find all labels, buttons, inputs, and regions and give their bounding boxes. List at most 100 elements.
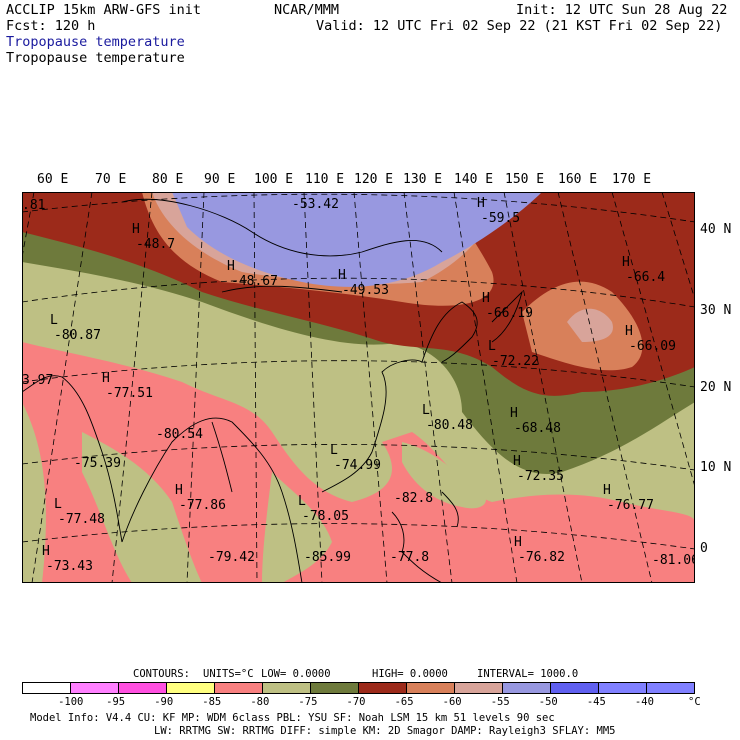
region-pink (22, 342, 695, 583)
extremum-value: -76.77 (607, 498, 654, 513)
model-info-line2: LW: RRTMG SW: RRTMG DIFF: simple KM: 2D … (154, 725, 616, 737)
coastline (491, 290, 523, 343)
extremum-marker: L (330, 443, 338, 458)
grid-line (22, 444, 695, 471)
color-scale-swatch (407, 683, 455, 693)
extremum-value: -74.99 (334, 458, 381, 473)
extremum-value: -80.87 (54, 328, 101, 343)
lat-label: 0 (700, 541, 708, 556)
tropopause-temperature-map: H-48.7-53.42H-48.67 H-49.53H-59.5H-66.4H-… (22, 192, 695, 583)
color-scale-swatch (311, 683, 359, 693)
grid-line (253, 192, 258, 583)
region-tan-sea (402, 442, 486, 509)
color-scale-swatch (119, 683, 167, 693)
color-scale-tick: -40 (634, 696, 654, 708)
lat-label: 20 N (700, 380, 732, 395)
model-title: ACCLIP 15km ARW-GFS init (6, 2, 202, 18)
extremum-value: -49.53 (342, 283, 389, 298)
color-scale-tick: -50 (538, 696, 558, 708)
model-info-line1: Model Info: V4.4 CU: KF MP: WDM 6class P… (30, 712, 555, 724)
grid-line (111, 192, 153, 583)
field-title-shaded: Tropopause temperature (6, 34, 185, 50)
extremum-marker: H (603, 483, 611, 498)
extremum-marker: H (513, 454, 521, 469)
extremum-value: -77.48 (58, 512, 105, 527)
extremum-value: -72.22 (492, 354, 539, 369)
color-scale-swatch (599, 683, 647, 693)
extremum-marker: H (102, 371, 110, 386)
coastline (121, 417, 283, 543)
grid-line (22, 193, 695, 223)
region-lightpink-east (567, 308, 613, 342)
extremum-marker: H (338, 268, 346, 283)
grid-line (453, 192, 518, 583)
color-scale-unit: °C (688, 696, 701, 708)
lon-label: 170 E (612, 172, 652, 187)
extremum-value: -79.42 (208, 550, 255, 565)
contours-units: UNITS=°C (203, 668, 254, 680)
extremum-value: -80.48 (426, 418, 473, 433)
extremum-marker: H (482, 291, 490, 306)
extremum-value: -66.09 (629, 339, 676, 354)
source-label: NCAR/MMM (274, 2, 340, 18)
extremum-value: -85.99 (304, 550, 351, 565)
extremum-value: -81.06 (652, 553, 695, 568)
lat-label: 30 N (700, 303, 732, 318)
extremum-value: -80.54 (156, 427, 203, 442)
extremum-value: -77.86 (179, 498, 226, 513)
color-scale-tick: -60 (442, 696, 462, 708)
map-frame (22, 192, 695, 583)
extremum-value: -73.43 (46, 559, 93, 574)
coastline (121, 198, 443, 257)
grid-line (403, 192, 453, 583)
region-tan-india (82, 432, 202, 583)
extremum-value: -76.82 (518, 550, 565, 565)
coastline (421, 301, 478, 363)
coastline (211, 421, 233, 493)
lon-label: 140 E (454, 172, 494, 187)
color-scale-swatch (23, 683, 71, 693)
extremum-value: -48.67 (231, 274, 278, 289)
color-scale-tick: -70 (346, 696, 366, 708)
lon-label: 120 E (354, 172, 394, 187)
lon-label: 60 E (37, 172, 69, 187)
color-scale-tick: -45 (586, 696, 606, 708)
grid-line (557, 192, 653, 583)
coastline (221, 285, 343, 293)
extremum-marker: H (514, 535, 522, 550)
coastline (321, 359, 423, 493)
init-time: Init: 12 UTC Sun 28 Aug 22 (516, 2, 728, 18)
grid-line (303, 192, 323, 583)
region-lavender (172, 192, 542, 287)
grid-line (611, 192, 695, 489)
color-scale-swatch (167, 683, 215, 693)
valid-time: Valid: 12 UTC Fri 02 Sep 22 (21 KST Fri … (316, 18, 723, 34)
extremum-value: -53.42 (292, 197, 339, 212)
extremum-marker: H (227, 259, 235, 274)
lat-label: 40 N (700, 222, 732, 237)
extremum-value: 3.97 (22, 373, 53, 388)
color-scale-tick: -80 (250, 696, 270, 708)
color-scale-tick: -100 (58, 696, 84, 708)
coastlines (22, 198, 523, 583)
lat-lon-grid (22, 192, 695, 583)
coastline (281, 491, 303, 583)
contours-low: LOW= 0.0000 (261, 668, 331, 680)
coastline (391, 511, 443, 583)
lon-label: 70 E (95, 172, 127, 187)
extremum-value: -82.8 (394, 491, 433, 506)
extremum-marker: H (42, 544, 50, 559)
extremum-value: -59.5 (481, 211, 520, 226)
coastline (441, 491, 459, 528)
grid-line (353, 192, 388, 583)
coastline (22, 375, 123, 543)
lon-label: 110 E (305, 172, 345, 187)
extremum-value: -75.39 (74, 456, 121, 471)
color-scale-swatch (503, 683, 551, 693)
extremum-value: -78.05 (302, 509, 349, 524)
contours-label: CONTOURS: (133, 668, 190, 680)
extremum-value: -48.7 (136, 237, 175, 252)
field-title-contour: Tropopause temperature (6, 50, 185, 66)
extremum-marker: H (622, 255, 630, 270)
color-scale-swatch (263, 683, 311, 693)
